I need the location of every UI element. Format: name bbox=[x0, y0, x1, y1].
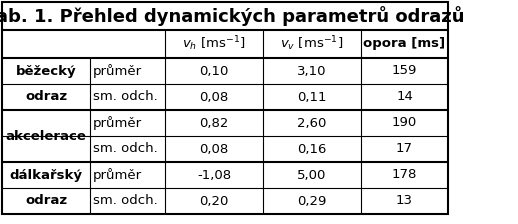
Text: 0,10: 0,10 bbox=[199, 65, 228, 78]
Text: odraz: odraz bbox=[25, 194, 67, 207]
Bar bbox=[2, 30, 448, 58]
Text: sm. odch.: sm. odch. bbox=[93, 90, 158, 103]
Bar bbox=[2, 110, 448, 136]
Text: 5,00: 5,00 bbox=[297, 168, 327, 181]
Text: sm. odch.: sm. odch. bbox=[93, 142, 158, 155]
Text: 0,20: 0,20 bbox=[199, 194, 228, 207]
Bar bbox=[2, 136, 448, 162]
Text: průměr: průměr bbox=[93, 168, 142, 182]
Bar bbox=[2, 58, 448, 84]
Text: 159: 159 bbox=[392, 65, 417, 78]
Text: 17: 17 bbox=[396, 142, 413, 155]
Text: 14: 14 bbox=[396, 90, 413, 103]
Text: akcelerace: akcelerace bbox=[6, 129, 87, 142]
Text: 2,60: 2,60 bbox=[297, 116, 327, 129]
Text: Tab. 1. Přehled dynamických parametrů odrazů: Tab. 1. Přehled dynamických parametrů od… bbox=[0, 6, 464, 26]
Text: opora [ms]: opora [ms] bbox=[364, 37, 445, 50]
Bar bbox=[2, 84, 448, 110]
Text: 13: 13 bbox=[396, 194, 413, 207]
Text: $v_v\ [\mathrm{ms}^{-1}]$: $v_v\ [\mathrm{ms}^{-1}]$ bbox=[280, 35, 343, 53]
Text: 0,11: 0,11 bbox=[297, 90, 327, 103]
Text: sm. odch.: sm. odch. bbox=[93, 194, 158, 207]
Text: 0,82: 0,82 bbox=[199, 116, 228, 129]
Text: 190: 190 bbox=[392, 116, 417, 129]
Text: 3,10: 3,10 bbox=[297, 65, 327, 78]
Text: 0,16: 0,16 bbox=[297, 142, 327, 155]
Bar bbox=[2, 188, 448, 214]
Text: průměr: průměr bbox=[93, 116, 142, 130]
Text: 0,08: 0,08 bbox=[199, 142, 228, 155]
Text: dálkařský: dálkařský bbox=[9, 168, 82, 181]
Text: 0,29: 0,29 bbox=[297, 194, 327, 207]
Text: běžecký: běžecký bbox=[16, 65, 76, 78]
Text: odraz: odraz bbox=[25, 90, 67, 103]
Text: průměr: průměr bbox=[93, 64, 142, 78]
Bar bbox=[2, 2, 448, 30]
Text: $v_h\ [\mathrm{ms}^{-1}]$: $v_h\ [\mathrm{ms}^{-1}]$ bbox=[182, 35, 246, 53]
Bar bbox=[2, 162, 448, 188]
Text: 178: 178 bbox=[392, 168, 417, 181]
Text: 0,08: 0,08 bbox=[199, 90, 228, 103]
Text: -1,08: -1,08 bbox=[197, 168, 231, 181]
Bar bbox=[2, 2, 448, 214]
